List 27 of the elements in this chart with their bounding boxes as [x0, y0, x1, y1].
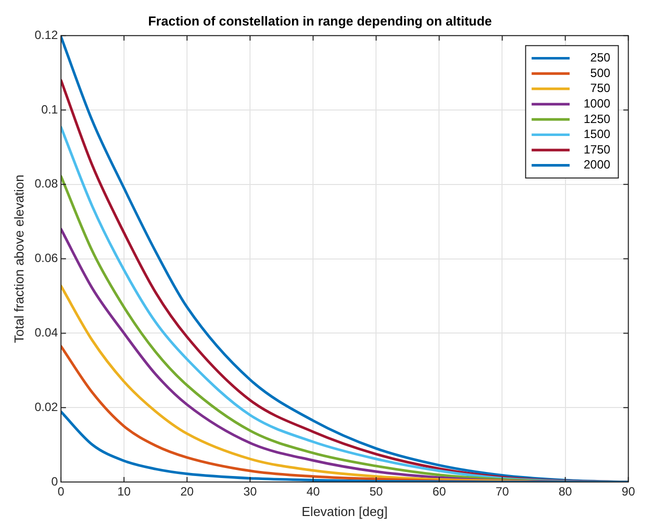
legend-label: 500 [590, 66, 611, 80]
x-tick-label: 20 [180, 484, 194, 499]
legend-label: 750 [590, 81, 611, 96]
y-tick-label: 0.06 [34, 251, 58, 266]
y-tick-label: 0.1 [41, 102, 58, 116]
legend-label: 1250 [584, 112, 611, 126]
legend-label: 1750 [584, 142, 611, 156]
y-tick-label: 0.02 [34, 400, 58, 414]
legend-label: 2000 [584, 158, 611, 172]
y-tick-label: 0.04 [34, 326, 58, 340]
y-tick-label: 0.08 [34, 176, 58, 191]
x-tick-label: 30 [243, 484, 258, 499]
y-tick-label: 0.12 [34, 28, 58, 42]
x-tick-label: 10 [117, 484, 131, 499]
x-axis-title: Elevation [deg] [302, 504, 388, 519]
x-tick-label: 40 [306, 484, 320, 499]
x-tick-label: 50 [369, 484, 384, 499]
y-tick-label: 0 [51, 474, 58, 488]
x-tick-label: 90 [622, 484, 636, 499]
y-axis-title: Total fraction above elevation [11, 174, 26, 343]
legend-label: 1500 [584, 127, 611, 142]
legend-label: 250 [590, 50, 611, 65]
x-tick-label: 70 [496, 484, 510, 499]
x-tick-label: 80 [558, 484, 572, 499]
chart-title: Fraction of constellation in range depending on altitude [148, 13, 492, 28]
legend-label: 1000 [584, 96, 611, 110]
x-tick-label: 60 [432, 484, 446, 499]
